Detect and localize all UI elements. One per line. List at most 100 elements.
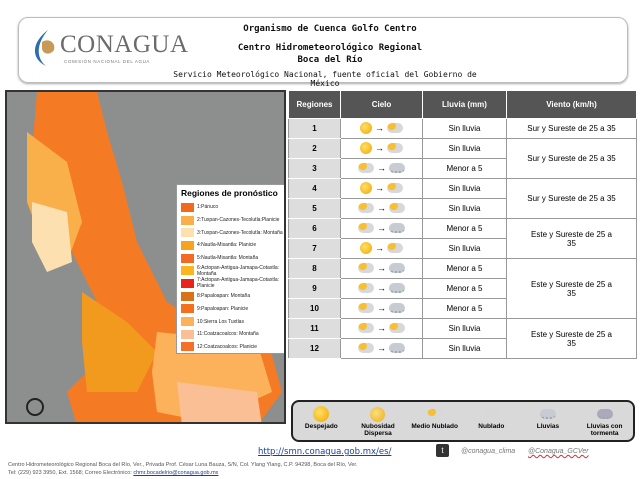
partly-cloudy-icon [358, 202, 374, 213]
arrow-icon: → [377, 322, 386, 333]
footer-email[interactable]: chmr.bocadelrio@conagua.gob.mx [133, 470, 219, 476]
logo-text: CONAGUA [60, 31, 189, 58]
sky-legend-item: Lluvias con tormenta [578, 405, 632, 437]
wind-cell: Sur y Sureste de 25 a 35 [506, 118, 637, 139]
legend-swatch [181, 266, 194, 276]
header-box [18, 17, 628, 83]
wind-cell: Este y Sureste de 25 a 35 [506, 218, 637, 259]
legend-item: 1:Pánuco [181, 201, 284, 214]
twitter-icon[interactable]: t [436, 444, 449, 457]
rain-cell: Sin lluvia [422, 178, 507, 199]
partly-cloudy-icon [389, 322, 405, 333]
partly-cloudy-icon [387, 142, 403, 153]
compass-icon [26, 398, 44, 416]
legend-item: 5:Nautla-Misantla: Montaña [181, 252, 284, 265]
rain-cell: Menor a 5 [422, 158, 507, 179]
city-title: Boca del Río [297, 55, 363, 65]
conagua-logo-icon [34, 30, 55, 66]
smn-link[interactable]: http://smn.conagua.gob.mx/es/ [258, 447, 392, 457]
partly-cloudy-icon [389, 202, 405, 213]
twitter-handle-gcver[interactable]: @Conagua_GCVer [528, 448, 589, 455]
table-row: 7 → Sin lluvia [288, 238, 637, 259]
partly-cloudy-icon [426, 409, 443, 419]
partly-cloudy-icon [387, 122, 403, 133]
region-cell: 11 [288, 318, 341, 339]
region-cell: 12 [288, 338, 341, 359]
rain-icon [389, 222, 405, 233]
sky-cell: → [340, 118, 423, 139]
table-row: 1 → Sin lluvia Sur y Sureste de 25 a 35 [288, 118, 637, 139]
table-row: 11 → Sin lluvia Este y Sureste de 25 a 35 [288, 318, 637, 359]
map-graphic [7, 92, 284, 422]
sky-legend-item: Lluvias [521, 405, 575, 430]
sun-haze-icon [370, 406, 386, 422]
legend-swatch [181, 202, 194, 212]
table-row: 5 → Sin lluvia [288, 198, 637, 219]
rain-icon [389, 282, 405, 293]
footer-contact: Tel: (229) 923 3950, Ext. 1568; Correo E… [8, 470, 219, 476]
legend-swatch [181, 304, 194, 314]
region-cell: 1 [288, 118, 341, 139]
wind-cell: Este y Sureste de 25 a 35 [506, 318, 637, 359]
org-title: Organismo de Cuenca Golfo Centro [243, 24, 417, 34]
rain-cell: Sin lluvia [422, 198, 507, 219]
legend-item: 4:Nautla-Misantla: Planicie [181, 239, 284, 252]
legend-swatch [181, 215, 194, 225]
legend-item: 12:Coatzacoalcos: Planicie [181, 341, 284, 354]
region-cell: 3 [288, 158, 341, 179]
region-cell: 10 [288, 298, 341, 319]
sky-cell: → [340, 138, 423, 159]
arrow-icon: → [377, 342, 386, 353]
footer-address: Centro Hidrometeorológico Regional Boca … [8, 462, 358, 468]
center-title: Centro Hidrometeorológico Regional [237, 43, 423, 53]
partly-cloudy-icon [358, 262, 374, 273]
cloudy-icon [483, 409, 500, 419]
partly-cloudy-icon [387, 242, 403, 253]
legend-swatch [181, 291, 194, 301]
twitter-handle-clima[interactable]: @conagua_clima [461, 448, 516, 455]
partly-cloudy-icon [358, 322, 374, 333]
smn-note: Servicio Meteorológico Nacional, fuente … [173, 70, 477, 88]
legend-swatch [181, 329, 194, 339]
partly-cloudy-icon [358, 302, 374, 313]
legend-item: 11:Coatzacoalcos: Montaña [181, 328, 284, 341]
conagua-logo: CONAGUA COMISIÓN NACIONAL DEL AGUA [28, 28, 188, 68]
partly-cloudy-icon [358, 222, 374, 233]
sky-cell: → [340, 198, 423, 219]
sky-cell: → [340, 238, 423, 259]
sun-icon [360, 141, 372, 154]
col-cielo: Cielo [340, 90, 423, 119]
legend-title: Regiones de pronóstico [181, 188, 278, 198]
arrow-icon: → [377, 162, 386, 173]
rain-cell: Sin lluvia [422, 118, 507, 139]
legend-item: 6:Actopan-Antigua-Jamapa-Cotaxtla: Monta… [181, 264, 284, 277]
rain-cell: Menor a 5 [422, 298, 507, 319]
legend-item: 2:Tuxpan-Cazones-Tecolutla:Planicie [181, 214, 284, 227]
legend-item: 3:Tuxpan-Cazones-Tecolutla: Montaña [181, 226, 284, 239]
region-cell: 6 [288, 218, 341, 239]
logo-subtitle: COMISIÓN NACIONAL DEL AGUA [64, 59, 151, 64]
rain-cell: Sin lluvia [422, 338, 507, 359]
legend-swatch [181, 342, 194, 352]
region-map: Regiones de pronóstico 1:Pánuco 2:Tuxpan-… [5, 90, 286, 424]
wind-cell: Sur y Sureste de 25 a 35 [506, 138, 637, 179]
rain-cell: Menor a 5 [422, 258, 507, 279]
region-cell: 8 [288, 258, 341, 279]
sun-icon [360, 241, 372, 254]
sky-cell: → [340, 338, 423, 359]
legend-swatch [181, 240, 194, 250]
wind-cell: Sur y Sureste de 25 a 35 [506, 178, 637, 219]
arrow-icon: → [377, 202, 386, 213]
table-row: 9 → Menor a 5 [288, 278, 637, 299]
sky-legend-item: Nubosidad Dispersa [351, 405, 405, 437]
arrow-icon: → [377, 282, 386, 293]
legend-item: 9:Papaloapan: Planicie [181, 303, 284, 316]
table-row: 8 → Menor a 5 Este y Sureste de 25 a 35 [288, 258, 637, 319]
sky-cell: → [340, 278, 423, 299]
forecast-table: Regiones Cielo Lluvia (mm) Viento (km/h)… [288, 90, 637, 359]
legend-swatch [181, 228, 194, 238]
legend-swatch [181, 253, 194, 263]
rain-icon [539, 409, 556, 419]
sun-icon [360, 181, 372, 194]
sky-legend: Despejado Nubosidad Dispersa Medio Nubla… [291, 400, 635, 442]
